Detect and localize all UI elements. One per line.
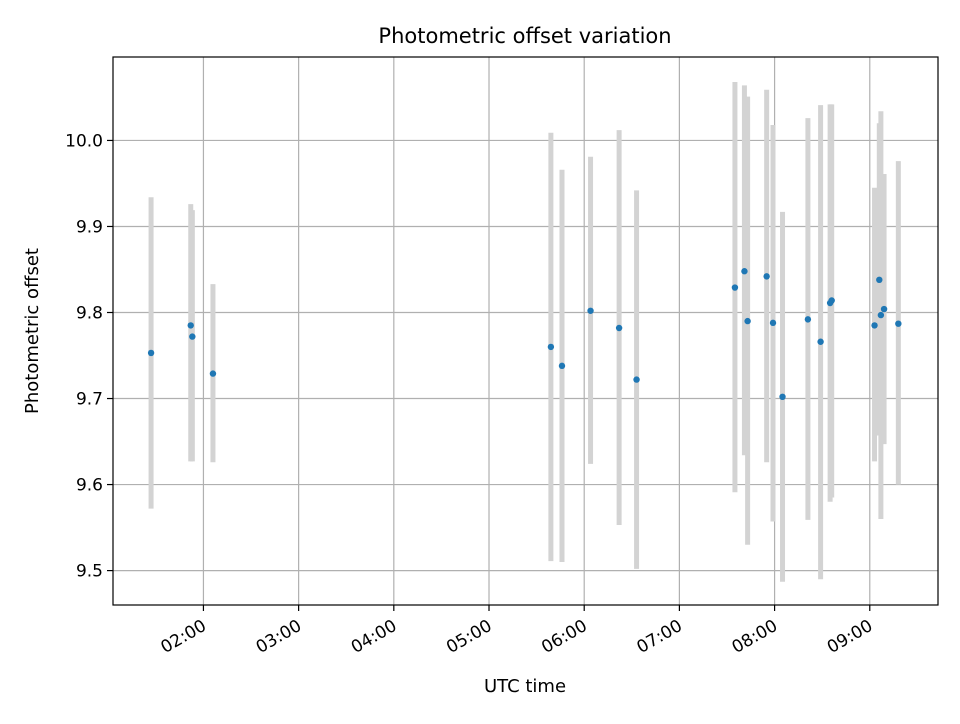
data-point — [147, 349, 155, 357]
data-point — [895, 320, 902, 327]
data-point — [633, 376, 640, 383]
y-axis: 9.5 9.6 9.7 9.8 9.9 10.0 — [65, 131, 113, 582]
data-point — [876, 276, 883, 284]
data-point — [587, 307, 594, 314]
y-tick-label: 9.8 — [76, 304, 103, 324]
data-point — [779, 393, 786, 401]
grid — [113, 57, 938, 605]
data-points — [147, 268, 902, 401]
data-point — [804, 316, 812, 323]
data-point — [741, 268, 748, 275]
data-point — [558, 362, 566, 370]
data-point — [828, 297, 835, 304]
data-point — [744, 317, 751, 325]
data-point — [769, 319, 777, 327]
data-point — [209, 370, 217, 377]
data-point — [731, 284, 739, 291]
y-tick-label: 9.5 — [76, 562, 103, 582]
data-point — [615, 324, 623, 332]
data-point — [871, 322, 878, 329]
data-point — [817, 338, 824, 345]
plot-frame — [112, 56, 939, 606]
data-point — [547, 343, 555, 351]
y-tick-label: 9.7 — [76, 390, 103, 410]
data-point — [189, 333, 196, 340]
x-axis-label: UTC time — [484, 676, 566, 697]
y-tick-label: 10.0 — [65, 131, 103, 151]
y-axis-label: Photometric offset — [22, 248, 43, 414]
data-point — [877, 311, 885, 319]
chart-title: Photometric offset variation — [378, 24, 671, 48]
y-tick-label: 9.6 — [76, 476, 103, 496]
y-tick-label: 9.9 — [76, 217, 103, 237]
data-point — [187, 322, 194, 329]
data-point — [880, 305, 888, 313]
data-point — [763, 273, 770, 280]
